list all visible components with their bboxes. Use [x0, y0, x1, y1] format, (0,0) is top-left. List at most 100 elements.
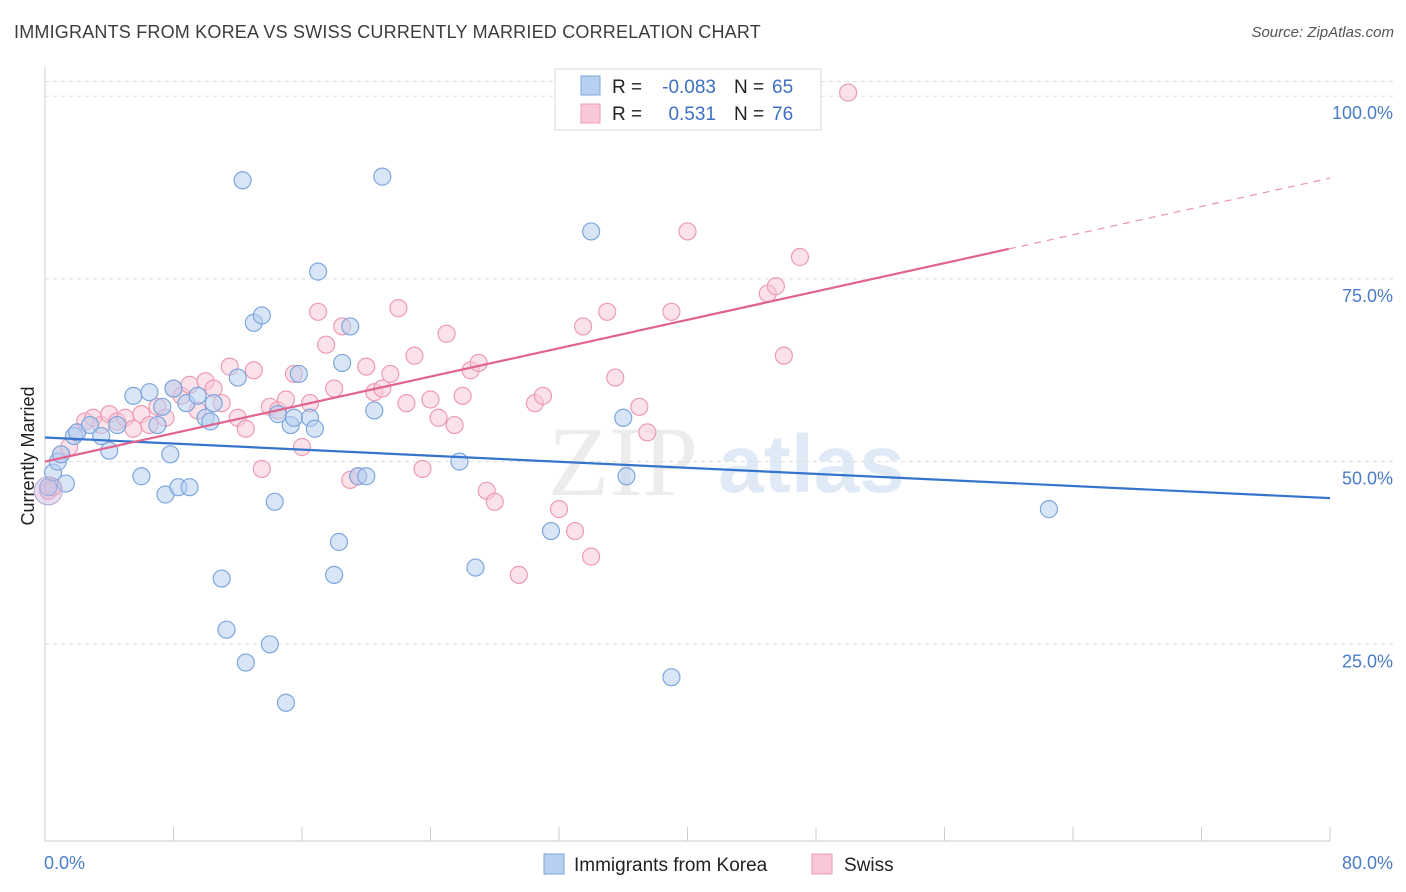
swiss-point-44 — [389, 299, 408, 318]
korea-point-42 — [308, 262, 328, 281]
korea-point-34 — [265, 492, 284, 511]
swiss-point-63 — [582, 547, 601, 566]
legend-r-label-korea: R = — [612, 77, 642, 98]
korea-point-53 — [541, 521, 561, 541]
swiss-point-59 — [533, 386, 553, 405]
swiss-point-66 — [630, 397, 649, 416]
korea-point-48 — [357, 467, 376, 486]
swiss-point-56 — [485, 492, 504, 511]
korea-point-13 — [140, 383, 159, 402]
swiss-point-60 — [549, 500, 569, 519]
swiss-point-52 — [453, 386, 472, 405]
swiss-point-57 — [509, 565, 528, 584]
korea-point-32 — [252, 306, 271, 325]
x-tick-label-right: 80.0% — [1342, 853, 1393, 873]
korea-point-30 — [236, 653, 255, 672]
korea-point-52 — [466, 558, 485, 577]
korea-point-46 — [341, 317, 360, 336]
korea-point-38 — [284, 408, 304, 427]
korea-point-10 — [108, 415, 127, 435]
swiss-point-73 — [774, 346, 793, 365]
legend-swatch-swiss — [580, 103, 601, 124]
legend-n-value-korea: 65 — [772, 77, 793, 98]
korea-point-39 — [289, 364, 308, 384]
swiss-point-49 — [429, 408, 448, 427]
source-label: Source: ZipAtlas.com — [1251, 24, 1394, 41]
bottom-legend-swatch-swiss — [811, 853, 833, 875]
korea-point-41 — [305, 419, 324, 438]
swiss-point-46 — [405, 346, 424, 365]
korea-point-18 — [164, 379, 183, 398]
korea-point-15 — [153, 397, 172, 416]
swiss-point-43 — [381, 364, 400, 384]
korea-point-28 — [228, 368, 247, 387]
korea-trend-line — [44, 436, 1331, 500]
swiss-point-40 — [357, 357, 376, 376]
korea-point-12 — [132, 467, 151, 486]
swiss-trend-line — [44, 247, 1009, 463]
legend-n-value-swiss: 76 — [772, 104, 793, 125]
swiss-point-50 — [437, 324, 456, 343]
korea-point-50 — [373, 167, 392, 186]
korea-point-25 — [204, 394, 223, 413]
swiss-point-35 — [316, 335, 336, 354]
korea-point-36 — [276, 693, 296, 712]
korea-point-29 — [233, 171, 252, 190]
korea-point-7 — [80, 415, 100, 435]
swiss-point-61 — [565, 521, 585, 541]
swiss-point-48 — [421, 390, 440, 409]
legend-n-label-swiss: N = — [734, 104, 764, 125]
swiss-point-75 — [839, 83, 858, 102]
korea-point-21 — [180, 478, 199, 497]
y-tick-label-3: 25.0% — [1342, 651, 1393, 671]
swiss-point-34 — [308, 302, 328, 321]
korea-point-58 — [1039, 500, 1059, 519]
legend-swatch-korea — [580, 75, 601, 96]
correlation-legend: R = -0.083 N = 65 R = 0.531 N = 76 — [554, 68, 822, 131]
x-tick-label-left: 0.0% — [44, 853, 85, 873]
swiss-point-68 — [662, 302, 681, 321]
korea-points — [33, 167, 1059, 712]
swiss-point-47 — [413, 459, 432, 479]
korea-point-54 — [582, 222, 601, 241]
bottom-legend-korea: Immigrants from Korea — [574, 855, 768, 876]
korea-point-26 — [212, 569, 231, 588]
korea-point-45 — [333, 353, 352, 373]
swiss-point-69 — [678, 222, 697, 241]
bottom-legend-swiss: Swiss — [844, 855, 894, 876]
y-tick-labels: 100.0% 75.0% 50.0% 25.0% — [1332, 103, 1393, 671]
swiss-point-45 — [397, 394, 416, 413]
korea-point-11 — [124, 386, 143, 405]
korea-point-49 — [365, 401, 384, 420]
y-axis-label: Currently Married — [18, 386, 38, 525]
swiss-point-36 — [325, 379, 344, 398]
korea-point-44 — [329, 532, 349, 552]
swiss-point-72 — [766, 277, 785, 296]
korea-point-43 — [325, 565, 344, 584]
axes — [44, 67, 1331, 842]
y-tick-label-1: 75.0% — [1342, 286, 1393, 306]
swiss-point-74 — [790, 247, 810, 267]
watermark-atlas: atlas — [718, 419, 905, 510]
legend-r-value-korea: -0.083 — [662, 77, 716, 98]
swiss-point-67 — [638, 423, 657, 442]
swiss-trend-line-extension — [1008, 177, 1331, 250]
swiss-point-54 — [469, 353, 488, 373]
korea-point-51 — [450, 452, 469, 471]
bottom-legend-swatch-korea — [543, 853, 565, 875]
korea-point-57 — [662, 668, 681, 687]
overlap-point — [33, 476, 63, 506]
korea-point-14 — [148, 415, 167, 435]
swiss-point-32 — [292, 437, 312, 457]
gridlines — [45, 81, 1395, 645]
y-tick-label-2: 50.0% — [1342, 469, 1393, 489]
swiss-point-65 — [606, 368, 625, 387]
legend-r-label-swiss: R = — [612, 104, 642, 125]
swiss-point-62 — [573, 317, 593, 336]
korea-point-55 — [614, 408, 633, 427]
legend-n-label-korea: N = — [734, 77, 764, 98]
korea-point-33 — [260, 635, 279, 654]
y-tick-label-0: 100.0% — [1332, 103, 1393, 123]
korea-point-56 — [617, 467, 636, 486]
swiss-point-25 — [236, 419, 255, 438]
